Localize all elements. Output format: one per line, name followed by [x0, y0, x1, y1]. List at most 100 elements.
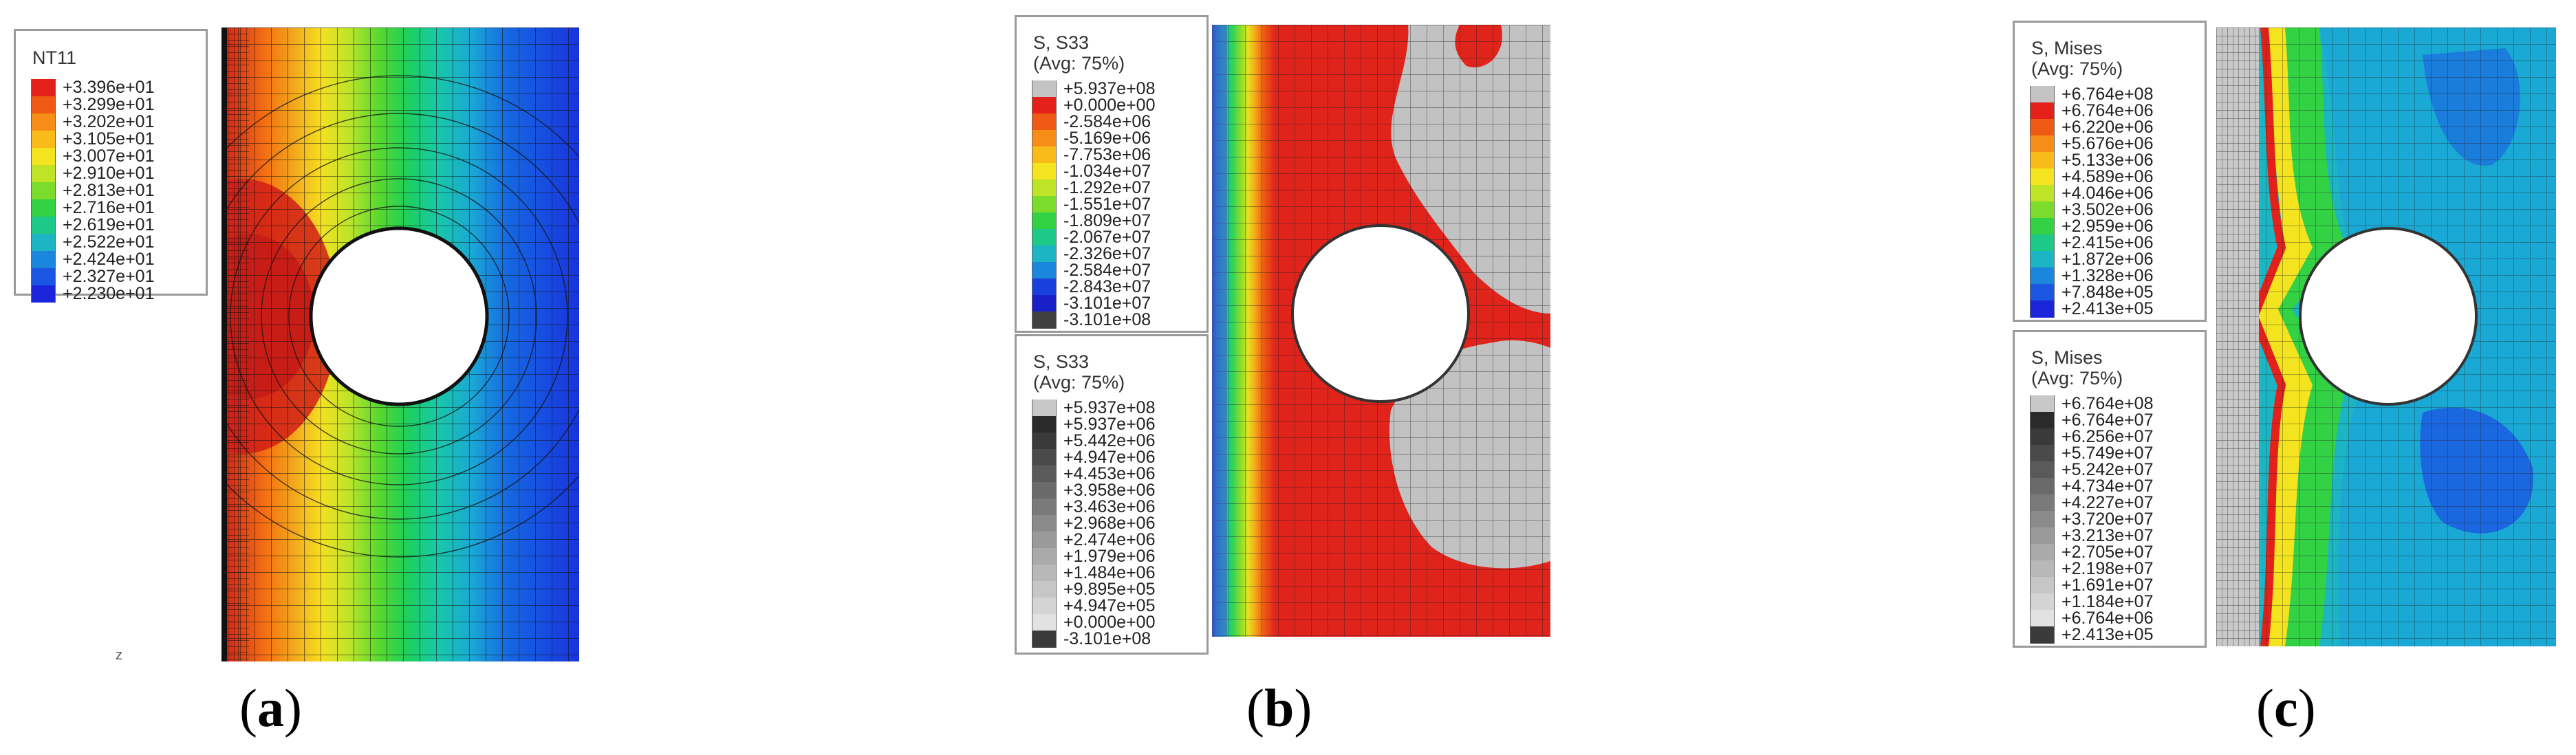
- legend-swatch: [1032, 130, 1057, 147]
- legend-swatch: [1032, 97, 1057, 114]
- legend-row: +3.299e+01: [31, 96, 154, 113]
- legend-value: -1.809e+07: [1063, 211, 1151, 230]
- legend-swatch: [2030, 201, 2055, 219]
- legend-value: -7.753e+06: [1063, 145, 1151, 164]
- legend-row: +6.256e+07: [2030, 428, 2153, 446]
- hole: [2299, 227, 2478, 406]
- legend-row: -3.101e+08: [1032, 631, 1151, 648]
- legend-swatch: [2030, 527, 2055, 545]
- legend-value: +3.105e+01: [63, 129, 155, 149]
- legend-swatch: [1032, 80, 1057, 98]
- legend-row: +2.474e+06: [1032, 532, 1155, 549]
- legend-swatch: [1032, 532, 1057, 549]
- legend-swatch: [1032, 548, 1057, 565]
- legend-row: -1.034e+07: [1032, 163, 1151, 180]
- legend-value: +1.328e+06: [2061, 266, 2154, 285]
- legend-row: +3.007e+01: [31, 148, 154, 165]
- temperature-contour-plot: [221, 28, 579, 661]
- legend-swatch: [2030, 86, 2055, 103]
- legend-row: +6.764e+07: [2030, 412, 2153, 429]
- legend-swatch: [1032, 400, 1057, 417]
- legend-row: +3.958e+06: [1032, 482, 1155, 499]
- legend-swatch: [31, 113, 56, 131]
- legend-row: +2.959e+06: [2030, 218, 2153, 235]
- panel-label-a: (a): [239, 678, 302, 738]
- legend-value: +5.442e+06: [1063, 431, 1156, 450]
- legend-swatch: [31, 268, 56, 285]
- legend-value: -2.584e+07: [1063, 261, 1151, 280]
- legend-value: -2.326e+07: [1063, 244, 1151, 263]
- legend-row: -3.101e+08: [1032, 311, 1151, 329]
- legend-value: +2.413e+05: [2061, 625, 2154, 644]
- legend-row: +5.937e+06: [1032, 416, 1155, 433]
- legend-value: -2.843e+07: [1063, 277, 1151, 296]
- legend-swatch: [1032, 212, 1057, 230]
- legend-value: +5.937e+06: [1063, 415, 1156, 434]
- legend-value: +2.415e+06: [2061, 233, 2154, 252]
- legend-value: +6.764e+08: [2061, 394, 2154, 413]
- panel-label-c: (c): [2256, 678, 2316, 738]
- legend-row: -1.809e+07: [1032, 212, 1151, 230]
- legend-value: +1.872e+06: [2061, 250, 2154, 269]
- legend-value: +4.947e+06: [1063, 448, 1156, 467]
- legend-row: +2.413e+05: [2030, 300, 2153, 318]
- legend-swatch: [2030, 300, 2055, 318]
- legend-row: +1.328e+06: [2030, 267, 2153, 285]
- legend-row: +4.947e+05: [1032, 598, 1155, 615]
- legend-row: +0.000e+00: [1032, 614, 1155, 631]
- legend-swatch: [1032, 466, 1057, 483]
- legend-row: +6.764e+06: [2030, 610, 2153, 627]
- legend-mises-color: S, Mises (Avg: 75%) +6.764e+08 +6.764e+06…: [2013, 21, 2207, 322]
- legend-swatch: [1032, 278, 1057, 296]
- legend-value: +2.522e+01: [63, 232, 155, 252]
- legend-value: +3.202e+01: [63, 112, 155, 131]
- legend-row: +3.105e+01: [31, 131, 154, 148]
- legend-value: +5.242e+07: [2061, 460, 2154, 479]
- legend-value: +3.299e+01: [63, 95, 155, 114]
- legend-swatch: [1032, 179, 1057, 197]
- legend-swatch: [1032, 146, 1057, 164]
- legend-row: +3.502e+06: [2030, 201, 2153, 219]
- legend-row: -1.292e+07: [1032, 179, 1151, 197]
- hole: [309, 226, 489, 406]
- legend-value: +2.959e+06: [2061, 217, 2154, 236]
- legend-row: -5.169e+06: [1032, 130, 1151, 147]
- legend-value: -3.101e+07: [1063, 294, 1151, 313]
- legend-value: +2.968e+06: [1063, 514, 1156, 533]
- legend-swatch: [1032, 295, 1057, 312]
- legend-swatch: [1032, 565, 1057, 582]
- legend-swatch: [31, 182, 56, 199]
- legend-value: +6.764e+08: [2061, 85, 2154, 104]
- legend-title: S, Mises: [2031, 347, 2103, 368]
- legend-swatch: [1032, 482, 1057, 499]
- legend-row: +2.522e+01: [31, 234, 154, 251]
- legend-row: +4.453e+06: [1032, 466, 1155, 483]
- legend-swatch: [2030, 511, 2055, 528]
- legend-value: +2.910e+01: [63, 164, 155, 183]
- legend-row: +5.133e+06: [2030, 152, 2153, 169]
- legend-row: +3.202e+01: [31, 113, 154, 131]
- legend-row: +2.327e+01: [31, 268, 154, 285]
- legend-mises-gray: S, Mises (Avg: 75%) +6.764e+08 +6.764e+07…: [2013, 330, 2207, 648]
- legend-row: +6.764e+08: [2030, 395, 2153, 413]
- legend-row: +4.046e+06: [2030, 185, 2153, 202]
- legend-swatch: [2030, 267, 2055, 285]
- legend-subtitle: (Avg: 75%): [1033, 53, 1125, 74]
- legend-swatch: [2030, 428, 2055, 446]
- legend-row: +2.198e+07: [2030, 560, 2153, 578]
- legend-value: +5.676e+06: [2061, 134, 2154, 153]
- legend-row: +1.872e+06: [2030, 251, 2153, 268]
- legend-swatch: [1032, 262, 1057, 279]
- legend-swatch: [31, 165, 56, 182]
- legend-row: +2.619e+01: [31, 217, 154, 234]
- legend-value: +2.474e+06: [1063, 530, 1156, 549]
- legend-title: S, Mises: [2031, 38, 2103, 58]
- legend-swatch: [2030, 593, 2055, 611]
- legend-value: +0.000e+00: [1063, 96, 1156, 115]
- legend-row: -2.843e+07: [1032, 278, 1151, 296]
- legend-swatch: [2030, 560, 2055, 578]
- legend-value: +1.691e+07: [2061, 576, 2154, 595]
- legend-swatch: [31, 251, 56, 268]
- legend-row: +2.415e+06: [2030, 234, 2153, 252]
- legend-value: -2.067e+07: [1063, 228, 1151, 247]
